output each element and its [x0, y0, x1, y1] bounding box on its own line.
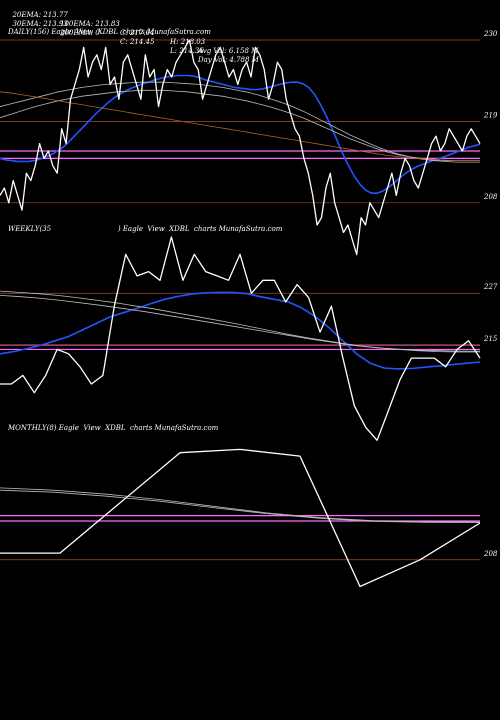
weekly-level-label-0: 227 — [483, 283, 498, 291]
weekly-panel-title: WEEKLY(35 ) Eagle View XDBL charts Munaf… — [8, 225, 283, 233]
day-vol-label: Day Vol: 4.788 M — [198, 56, 259, 64]
daily-level-label-1: 219 — [483, 111, 498, 119]
daily-panel-title: DAILY(156) Eagle View XDBL charts Munafa… — [8, 28, 211, 36]
weekly-level-label-1: 215 — [483, 335, 498, 343]
weekly-ema-blue-line — [0, 291, 481, 370]
prev-close-label: C: 214.45 — [120, 38, 155, 46]
monthly-level-label-0: 208 — [483, 550, 498, 558]
high-label: H: 218.03 — [170, 38, 206, 46]
header-row-1: 20EMA: 213.77 100EMA: 213.83 C: 217.64 H… — [8, 2, 258, 56]
ema30-label: 30EMA: 213.93 — [12, 20, 68, 28]
close-label: C: 217.64 — [120, 29, 155, 37]
daily-ema-grey2-line — [0, 89, 480, 162]
daily-ema-brown-line — [0, 91, 480, 162]
monthly-panel-title: MONTHLY(8) Eagle View XDBL charts Munafa… — [8, 424, 219, 432]
low-label: L: 214.36 — [170, 47, 204, 55]
avg-vol-label: Avg Vol: 6.158 M — [198, 47, 259, 55]
weekly-ema-grey1-line — [0, 290, 480, 352]
ema20-label: 20EMA: 213.77 — [12, 11, 68, 19]
ema100-label: 100EMA: 213.83 — [60, 20, 120, 28]
daily-price-line — [0, 39, 481, 256]
monthly-ema-grey2-line — [0, 489, 481, 523]
weekly-ema-grey2-line — [0, 295, 480, 353]
daily-level-label-0: 230 — [483, 30, 498, 38]
daily-ema-grey1-line — [0, 81, 480, 163]
monthly-ema-grey1-line — [0, 487, 481, 523]
header-row-2: 30EMA: 213.93 200EMA: 0 C: 214.45 L: 214… — [8, 11, 258, 65]
weekly-price-line — [0, 236, 481, 441]
monthly-price-line — [0, 448, 481, 588]
ema200-label: 200EMA: 0 — [60, 29, 100, 37]
daily-level-label-2: 208 — [483, 193, 498, 201]
